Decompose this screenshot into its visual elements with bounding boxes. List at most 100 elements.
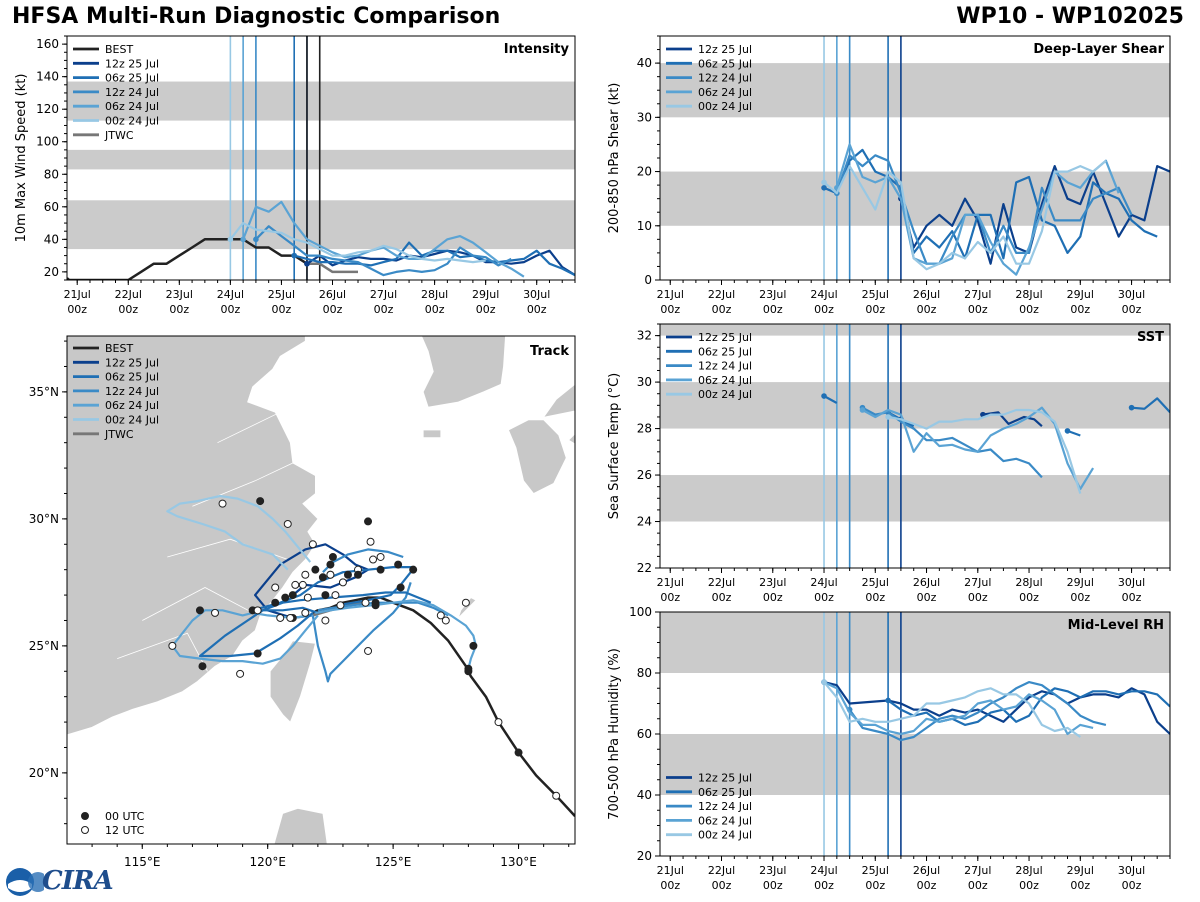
- intensity-ytick-label-6: 140: [36, 70, 59, 84]
- intensity-band-2: [67, 81, 575, 121]
- shear-xtick-sublabel-1: 00z: [712, 303, 732, 316]
- track-legend-label-3: 12z 24 Jul: [105, 385, 159, 398]
- track-marker-legend-label-1: 12 UTC: [105, 824, 145, 837]
- sst-series-8: [887, 408, 1082, 494]
- shear-series-3: [835, 143, 1120, 276]
- track-point-10-12: [301, 608, 310, 617]
- rh-legend-label-1: 06z 25 Jul: [698, 786, 752, 799]
- shear-ytick-label-4: 40: [637, 56, 652, 70]
- track-panel-label: Track: [530, 344, 569, 359]
- sst-band-1: [660, 382, 1170, 429]
- shear-ytick-label-2: 20: [637, 165, 652, 179]
- intensity-band-0: [67, 200, 575, 250]
- intensity-xtick-label-0: 21Jul: [64, 288, 91, 301]
- rh-xtick-sublabel-4: 00z: [865, 879, 885, 892]
- sst-ytick-label-5: 32: [637, 329, 652, 343]
- track-point-0-0: [552, 791, 561, 800]
- intensity-series-start-4: [253, 236, 259, 243]
- intensity-xtick-label-3: 24Jul: [217, 288, 244, 301]
- intensity-xtick-label-7: 28Jul: [421, 288, 448, 301]
- sst-xtick-label-7: 28Jul: [1015, 576, 1042, 589]
- intensity-series-start-3: [291, 252, 297, 259]
- track-point-9-0: [253, 649, 262, 658]
- intensity-series-3: [293, 241, 575, 277]
- track-point-10-8: [303, 593, 312, 602]
- land-luzon: [273, 807, 328, 844]
- track-point-7-2: [236, 669, 245, 678]
- shear-series-group: [821, 143, 1170, 276]
- shear-legend-label-0: 12z 25 Jul: [698, 43, 752, 56]
- sst-series-start-2: [821, 393, 827, 399]
- shear-series-start-4: [821, 179, 827, 186]
- rh-xtick-sublabel-6: 00z: [968, 879, 988, 892]
- sst-frame: [659, 323, 1171, 569]
- track-marker-legend-dot-0: [81, 812, 89, 820]
- rh-xtick-label-7: 28Jul: [1015, 864, 1042, 877]
- intensity-xtick-sublabel-6: 00z: [374, 303, 394, 316]
- shear-xtick-label-4: 25Jul: [862, 288, 889, 301]
- intensity-xtick-sublabel-3: 00z: [220, 303, 240, 316]
- intensity-legend-label-2: 06z 25 Jul: [105, 72, 159, 85]
- intensity-xtick-sublabel-5: 00z: [323, 303, 343, 316]
- sst-series-5: [1131, 397, 1170, 414]
- rh-xtick-sublabel-9: 00z: [1122, 879, 1142, 892]
- sst-xtick-label-1: 22Jul: [708, 576, 735, 589]
- shear-xtick-sublabel-9: 00z: [1122, 303, 1142, 316]
- intensity-xtick-sublabel-2: 00z: [169, 303, 189, 316]
- sst-xtick-label-5: 26Jul: [913, 576, 940, 589]
- sst-band-0: [660, 475, 1170, 522]
- track-xtick-label-3: 130°E: [500, 855, 537, 869]
- intensity-band-1: [67, 149, 575, 170]
- noaa-emblem-icon: [6, 868, 48, 896]
- intensity-legend-label-6: JTWC: [104, 129, 134, 142]
- track-ytick-label-3: 35°N: [29, 385, 59, 399]
- track-point-10-6: [331, 591, 340, 600]
- sst-series-start-4: [1064, 428, 1071, 434]
- intensity-ytick-label-3: 80: [44, 167, 59, 181]
- track-point-extra-5: [394, 560, 403, 569]
- province-border-4: [217, 411, 281, 444]
- intensity-series-start-0: [67, 277, 70, 280]
- track-point-10-10: [286, 613, 295, 622]
- rh-xtick-label-0: 21Jul: [657, 864, 684, 877]
- sst-panel-label: SST: [1137, 330, 1164, 345]
- track-point-10-3: [376, 552, 385, 561]
- sst-xtick-label-4: 25Jul: [862, 576, 889, 589]
- track-line-6: [315, 599, 477, 675]
- shear-xtick-label-9: 30Jul: [1118, 288, 1145, 301]
- rh-legend-label-2: 12z 24 Jul: [698, 800, 752, 813]
- track-line-8: [166, 494, 312, 571]
- sst-xtick-label-3: 24Jul: [810, 576, 837, 589]
- shear-xtick-label-3: 24Jul: [810, 288, 837, 301]
- shear-panel-label: Deep-Layer Shear: [1033, 42, 1164, 57]
- intensity-series-start-5: [240, 236, 246, 243]
- intensity-series-2: [306, 249, 575, 277]
- intensity-ytick-label-4: 100: [36, 135, 59, 149]
- sst-xtick-sublabel-7: 00z: [1019, 591, 1039, 604]
- track-point-extra-1: [271, 598, 280, 607]
- sst-series-group: [821, 393, 1170, 494]
- track-point-extra-9: [436, 611, 445, 620]
- track-point-8-0: [218, 499, 227, 508]
- track-point-9-1: [364, 646, 373, 655]
- shear-series-2: [835, 154, 1133, 265]
- sst-xtick-sublabel-6: 00z: [968, 591, 988, 604]
- track-point-10-9: [281, 593, 290, 602]
- shear-xtick-sublabel-8: 00z: [1070, 303, 1090, 316]
- sst-ytick-label-3: 28: [637, 422, 652, 436]
- sst-series-start-5: [1128, 404, 1135, 411]
- land-jeju: [422, 429, 442, 439]
- track-point-10-1: [366, 537, 375, 546]
- track-ytick-label-1: 25°N: [29, 639, 59, 653]
- sst-xtick-sublabel-1: 00z: [712, 591, 732, 604]
- track-legend-label-5: 00z 24 Jul: [105, 414, 159, 427]
- rh-series-2: [848, 680, 1107, 742]
- shear-xtick-sublabel-0: 00z: [660, 303, 680, 316]
- intensity-xtick-sublabel-9: 00z: [527, 303, 547, 316]
- shear-legend-label-1: 06z 25 Jul: [698, 57, 752, 70]
- rh-series-4: [823, 681, 1081, 738]
- rh-series-start-1: [885, 697, 891, 704]
- intensity-series-start-6: [227, 236, 234, 243]
- intensity-series-group: [67, 200, 575, 280]
- track-point-10-5: [338, 578, 347, 587]
